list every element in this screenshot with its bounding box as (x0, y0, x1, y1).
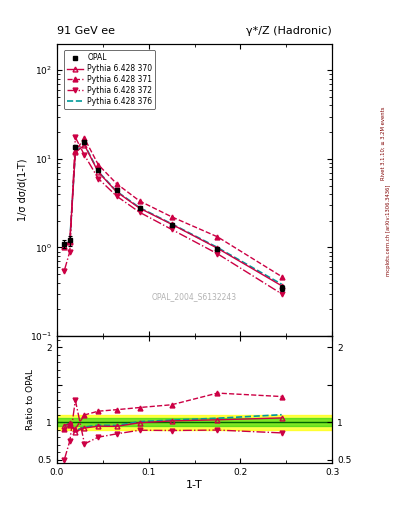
Bar (57, 415, 332, 430)
Text: mcplots.cern.ch [arXiv:1306.3436]: mcplots.cern.ch [arXiv:1306.3436] (386, 185, 391, 276)
Text: 91 GeV ee: 91 GeV ee (57, 26, 115, 36)
Legend: OPAL, Pythia 6.428 370, Pythia 6.428 371, Pythia 6.428 372, Pythia 6.428 376: OPAL, Pythia 6.428 370, Pythia 6.428 371… (64, 50, 155, 109)
X-axis label: 1-T: 1-T (186, 480, 203, 490)
Bar (57, 418, 332, 426)
Text: OPAL_2004_S6132243: OPAL_2004_S6132243 (152, 292, 237, 301)
Text: γ*/Z (Hadronic): γ*/Z (Hadronic) (246, 26, 332, 36)
Y-axis label: 1/σ dσ/d(1-T): 1/σ dσ/d(1-T) (17, 159, 27, 221)
Text: Rivet 3.1.10; ≥ 3.2M events: Rivet 3.1.10; ≥ 3.2M events (381, 106, 386, 180)
Y-axis label: Ratio to OPAL: Ratio to OPAL (26, 369, 35, 430)
